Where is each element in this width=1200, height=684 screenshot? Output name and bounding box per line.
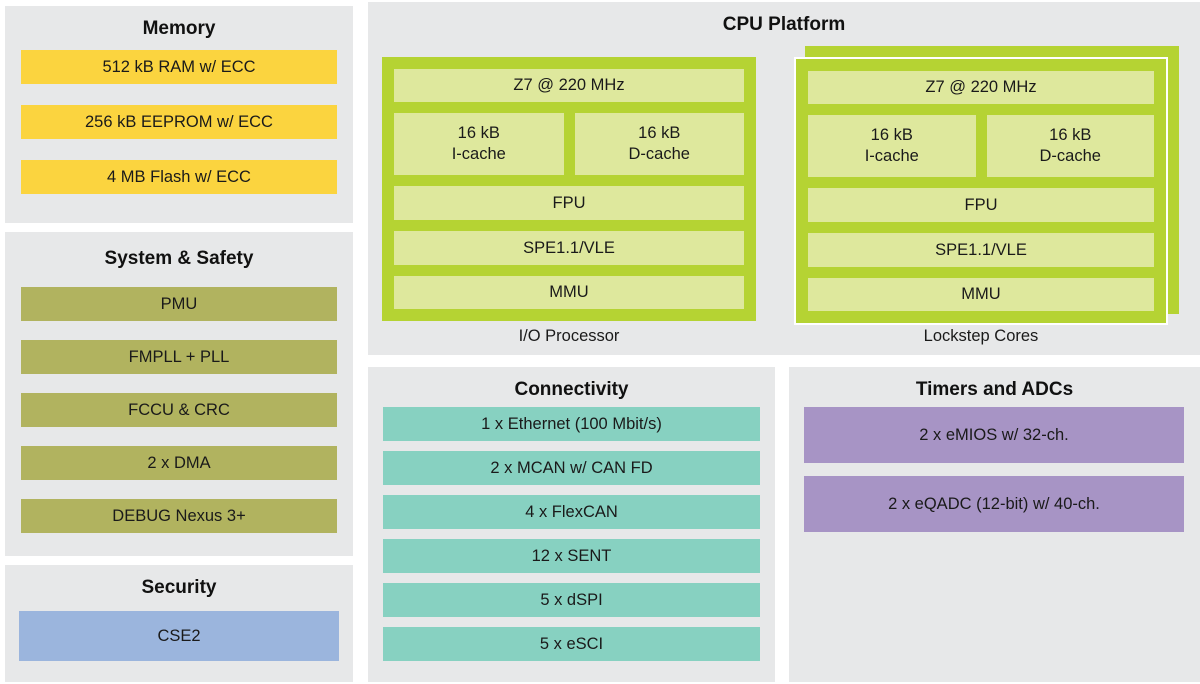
system-item-debug: DEBUG Nexus 3+ [21,499,337,533]
core-block: Z7 @ 220 MHz 16 kB I-cache 16 kB D-cache… [794,57,1168,325]
core-spe-block: SPE1.1/VLE [808,233,1154,267]
lockstep-cores-label: Lockstep Cores [923,327,1039,345]
memory-panel: Memory 512 kB RAM w/ ECC 256 kB EEPROM w… [5,6,353,223]
security-item-cse2: CSE2 [19,611,339,661]
memory-title: Memory [142,18,216,39]
io-processor-label: I/O Processor [518,327,620,345]
system-safety-bars: PMU FMPLL + PLL FCCU & CRC 2 x DMA DEBUG… [21,287,337,533]
timers-adcs-bars: 2 x eMIOS w/ 32-ch. 2 x eQADC (12-bit) w… [804,407,1184,532]
core-mmu-block: MMU [394,276,744,309]
core-dcache-block: 16 kB D-cache [986,115,1154,177]
cpu-platform-title: CPU Platform [722,14,846,35]
memory-item-eeprom: 256 kB EEPROM w/ ECC [21,105,337,139]
system-safety-panel: System & Safety PMU FMPLL + PLL FCCU & C… [5,232,353,556]
core-cpu-block: Z7 @ 220 MHz [394,69,744,102]
timers-adcs-title: Timers and ADCs [915,379,1074,400]
connectivity-panel: Connectivity 1 x Ethernet (100 Mbit/s) 2… [368,367,775,682]
timers-adcs-panel: Timers and ADCs 2 x eMIOS w/ 32-ch. 2 x … [789,367,1200,682]
connectivity-title: Connectivity [514,379,629,400]
connectivity-item-dspi: 5 x dSPI [383,583,760,617]
connectivity-item-esci: 5 x eSCI [383,627,760,661]
connectivity-item-sent: 12 x SENT [383,539,760,573]
connectivity-bars: 1 x Ethernet (100 Mbit/s) 2 x MCAN w/ CA… [383,407,760,661]
core-block: Z7 @ 220 MHz 16 kB I-cache 16 kB D-cache… [382,57,756,321]
connectivity-item-flexcan: 4 x FlexCAN [383,495,760,529]
core-dcache-block: 16 kB D-cache [574,113,744,175]
core-fpu-block: FPU [394,186,744,220]
security-panel: Security CSE2 [5,565,353,682]
system-item-dma: 2 x DMA [21,446,337,480]
core-icache-block: 16 kB I-cache [394,113,564,175]
core-cache-row: 16 kB I-cache 16 kB D-cache [808,115,1154,177]
cpu-platform-panel: CPU Platform Z7 @ 220 MHz 16 kB I-cache … [368,2,1200,355]
core-cpu-block: Z7 @ 220 MHz [808,71,1154,104]
security-bars: CSE2 [19,611,339,661]
connectivity-item-mcan: 2 x MCAN w/ CAN FD [383,451,760,485]
timers-item-eqadc: 2 x eQADC (12-bit) w/ 40-ch. [804,476,1184,532]
core-mmu-block: MMU [808,278,1154,311]
security-title: Security [141,577,217,598]
core-spe-block: SPE1.1/VLE [394,231,744,265]
memory-item-ram: 512 kB RAM w/ ECC [21,50,337,84]
cpu-core-lockstep: Z7 @ 220 MHz 16 kB I-cache 16 kB D-cache… [794,46,1179,325]
connectivity-item-ethernet: 1 x Ethernet (100 Mbit/s) [383,407,760,441]
system-safety-title: System & Safety [104,248,254,269]
memory-item-flash: 4 MB Flash w/ ECC [21,160,337,194]
core-icache-block: 16 kB I-cache [808,115,976,177]
system-item-pmu: PMU [21,287,337,321]
system-item-fmpll: FMPLL + PLL [21,340,337,374]
memory-bars: 512 kB RAM w/ ECC 256 kB EEPROM w/ ECC 4… [21,50,337,194]
core-fpu-block: FPU [808,188,1154,222]
core-cache-row: 16 kB I-cache 16 kB D-cache [394,113,744,175]
timers-item-emios: 2 x eMIOS w/ 32-ch. [804,407,1184,463]
cpu-core-io-processor: Z7 @ 220 MHz 16 kB I-cache 16 kB D-cache… [382,57,756,321]
system-item-fccu: FCCU & CRC [21,393,337,427]
